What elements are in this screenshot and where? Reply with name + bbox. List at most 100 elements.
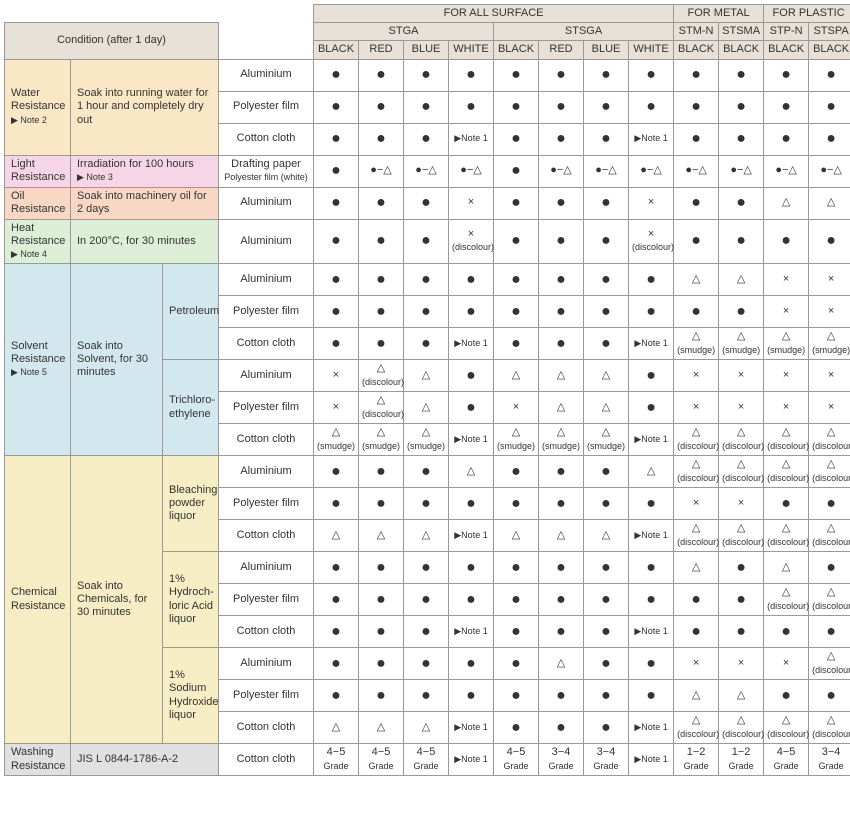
data-cell: △ <box>494 520 539 552</box>
section-label: WaterResistance▶ Note 2 <box>5 59 71 155</box>
data-cell: △(discolour) <box>674 424 719 456</box>
data-cell: ● <box>494 59 539 91</box>
data-cell: ● <box>494 264 539 296</box>
table-row: LightResistanceIrradiation for 100 hours… <box>5 155 850 187</box>
data-cell: △(discolour) <box>674 456 719 488</box>
data-cell: × <box>494 392 539 424</box>
data-cell: ● <box>449 59 494 91</box>
data-cell: × <box>764 360 809 392</box>
data-cell: ● <box>359 328 404 360</box>
data-cell: ● <box>674 616 719 648</box>
data-cell: ● <box>809 680 850 712</box>
table-row: ChemicalResistanceSoak into Chemicals, f… <box>5 456 850 488</box>
data-cell: ● <box>359 91 404 123</box>
data-cell: × <box>719 392 764 424</box>
data-cell: ● <box>809 59 850 91</box>
data-cell: 4−5Grade <box>359 744 404 776</box>
material-cell: Aluminium <box>219 552 314 584</box>
data-cell: ● <box>719 584 764 616</box>
data-cell: ● <box>674 584 719 616</box>
data-cell: ● <box>809 488 850 520</box>
material-cell: Aluminium <box>219 219 314 264</box>
data-cell: ● <box>719 552 764 584</box>
data-cell: ● <box>314 456 359 488</box>
data-cell: ● <box>584 648 629 680</box>
material-cell: Polyester film <box>219 680 314 712</box>
section-label: LightResistance <box>5 155 71 187</box>
data-cell: ● <box>584 296 629 328</box>
data-cell: ● <box>314 59 359 91</box>
data-cell: △ <box>494 360 539 392</box>
data-cell: ● <box>584 456 629 488</box>
data-cell: ● <box>809 552 850 584</box>
data-cell: △ <box>539 520 584 552</box>
data-cell: ● <box>719 123 764 155</box>
condition-cell: In 200°C, for 30 minutes <box>71 219 219 264</box>
data-cell: ● <box>404 584 449 616</box>
data-cell: ● <box>539 712 584 744</box>
data-cell: △(discolour) <box>764 584 809 616</box>
subgroup-label: Bleachingpowderliquor <box>163 456 219 552</box>
data-cell: 3−4Grade <box>809 744 850 776</box>
data-cell: ● <box>539 91 584 123</box>
data-cell: ● <box>584 488 629 520</box>
data-cell: ● <box>449 264 494 296</box>
data-cell: ▶Note 1 <box>629 123 674 155</box>
data-cell: △(discolour) <box>719 712 764 744</box>
data-cell: ● <box>449 392 494 424</box>
data-cell: △ <box>314 520 359 552</box>
header-stsga: STSGA <box>494 23 674 41</box>
data-cell: ● <box>629 680 674 712</box>
data-cell: × <box>809 296 850 328</box>
header-all-surface: FOR ALL SURFACE <box>314 5 674 23</box>
data-cell: △(discolour) <box>764 424 809 456</box>
data-cell: ● <box>539 296 584 328</box>
data-cell: ● <box>494 91 539 123</box>
data-cell: ● <box>584 219 629 264</box>
data-cell: △ <box>359 712 404 744</box>
data-cell: ● <box>359 59 404 91</box>
data-cell: ● <box>629 59 674 91</box>
data-cell: × <box>809 264 850 296</box>
data-cell: ×(discolour) <box>629 219 674 264</box>
data-cell: ● <box>719 296 764 328</box>
data-cell: × <box>674 488 719 520</box>
data-cell: ▶Note 1 <box>629 712 674 744</box>
data-cell: ▶Note 1 <box>449 424 494 456</box>
condition-cell: Soak into running water for 1 hour and c… <box>71 59 219 155</box>
data-cell: ● <box>314 648 359 680</box>
data-cell: △ <box>404 520 449 552</box>
data-cell: ● <box>674 219 719 264</box>
material-cell: Aluminium <box>219 648 314 680</box>
section-label: SolventResistance▶ Note 5 <box>5 264 71 456</box>
data-cell: ● <box>629 552 674 584</box>
header-stspa: STSPA <box>809 23 850 41</box>
data-cell: ● <box>764 123 809 155</box>
data-cell: × <box>674 392 719 424</box>
data-cell: ● <box>314 155 359 187</box>
table-header: FOR ALL SURFACE FOR METAL FOR PLASTIC Co… <box>5 5 850 60</box>
material-cell: Cotton cloth <box>219 328 314 360</box>
data-cell: △(smudge) <box>404 424 449 456</box>
data-cell: × <box>449 187 494 219</box>
data-cell: ▶Note 1 <box>449 520 494 552</box>
data-cell: △(smudge) <box>359 424 404 456</box>
data-cell: ● <box>494 552 539 584</box>
data-cell: ● <box>629 91 674 123</box>
data-cell: ● <box>359 488 404 520</box>
data-cell: ● <box>584 680 629 712</box>
data-cell: ● <box>314 91 359 123</box>
data-cell: ▶Note 1 <box>629 424 674 456</box>
data-cell: ● <box>539 584 584 616</box>
data-cell: × <box>764 296 809 328</box>
data-cell: △ <box>719 264 764 296</box>
data-cell: ●−△ <box>539 155 584 187</box>
data-cell: 4−5Grade <box>314 744 359 776</box>
header-plastic: FOR PLASTIC <box>764 5 850 23</box>
data-cell: ● <box>359 296 404 328</box>
data-cell: △(smudge) <box>764 328 809 360</box>
data-cell: ● <box>674 59 719 91</box>
data-cell: ● <box>404 328 449 360</box>
data-cell: ● <box>494 488 539 520</box>
data-cell: ● <box>584 59 629 91</box>
